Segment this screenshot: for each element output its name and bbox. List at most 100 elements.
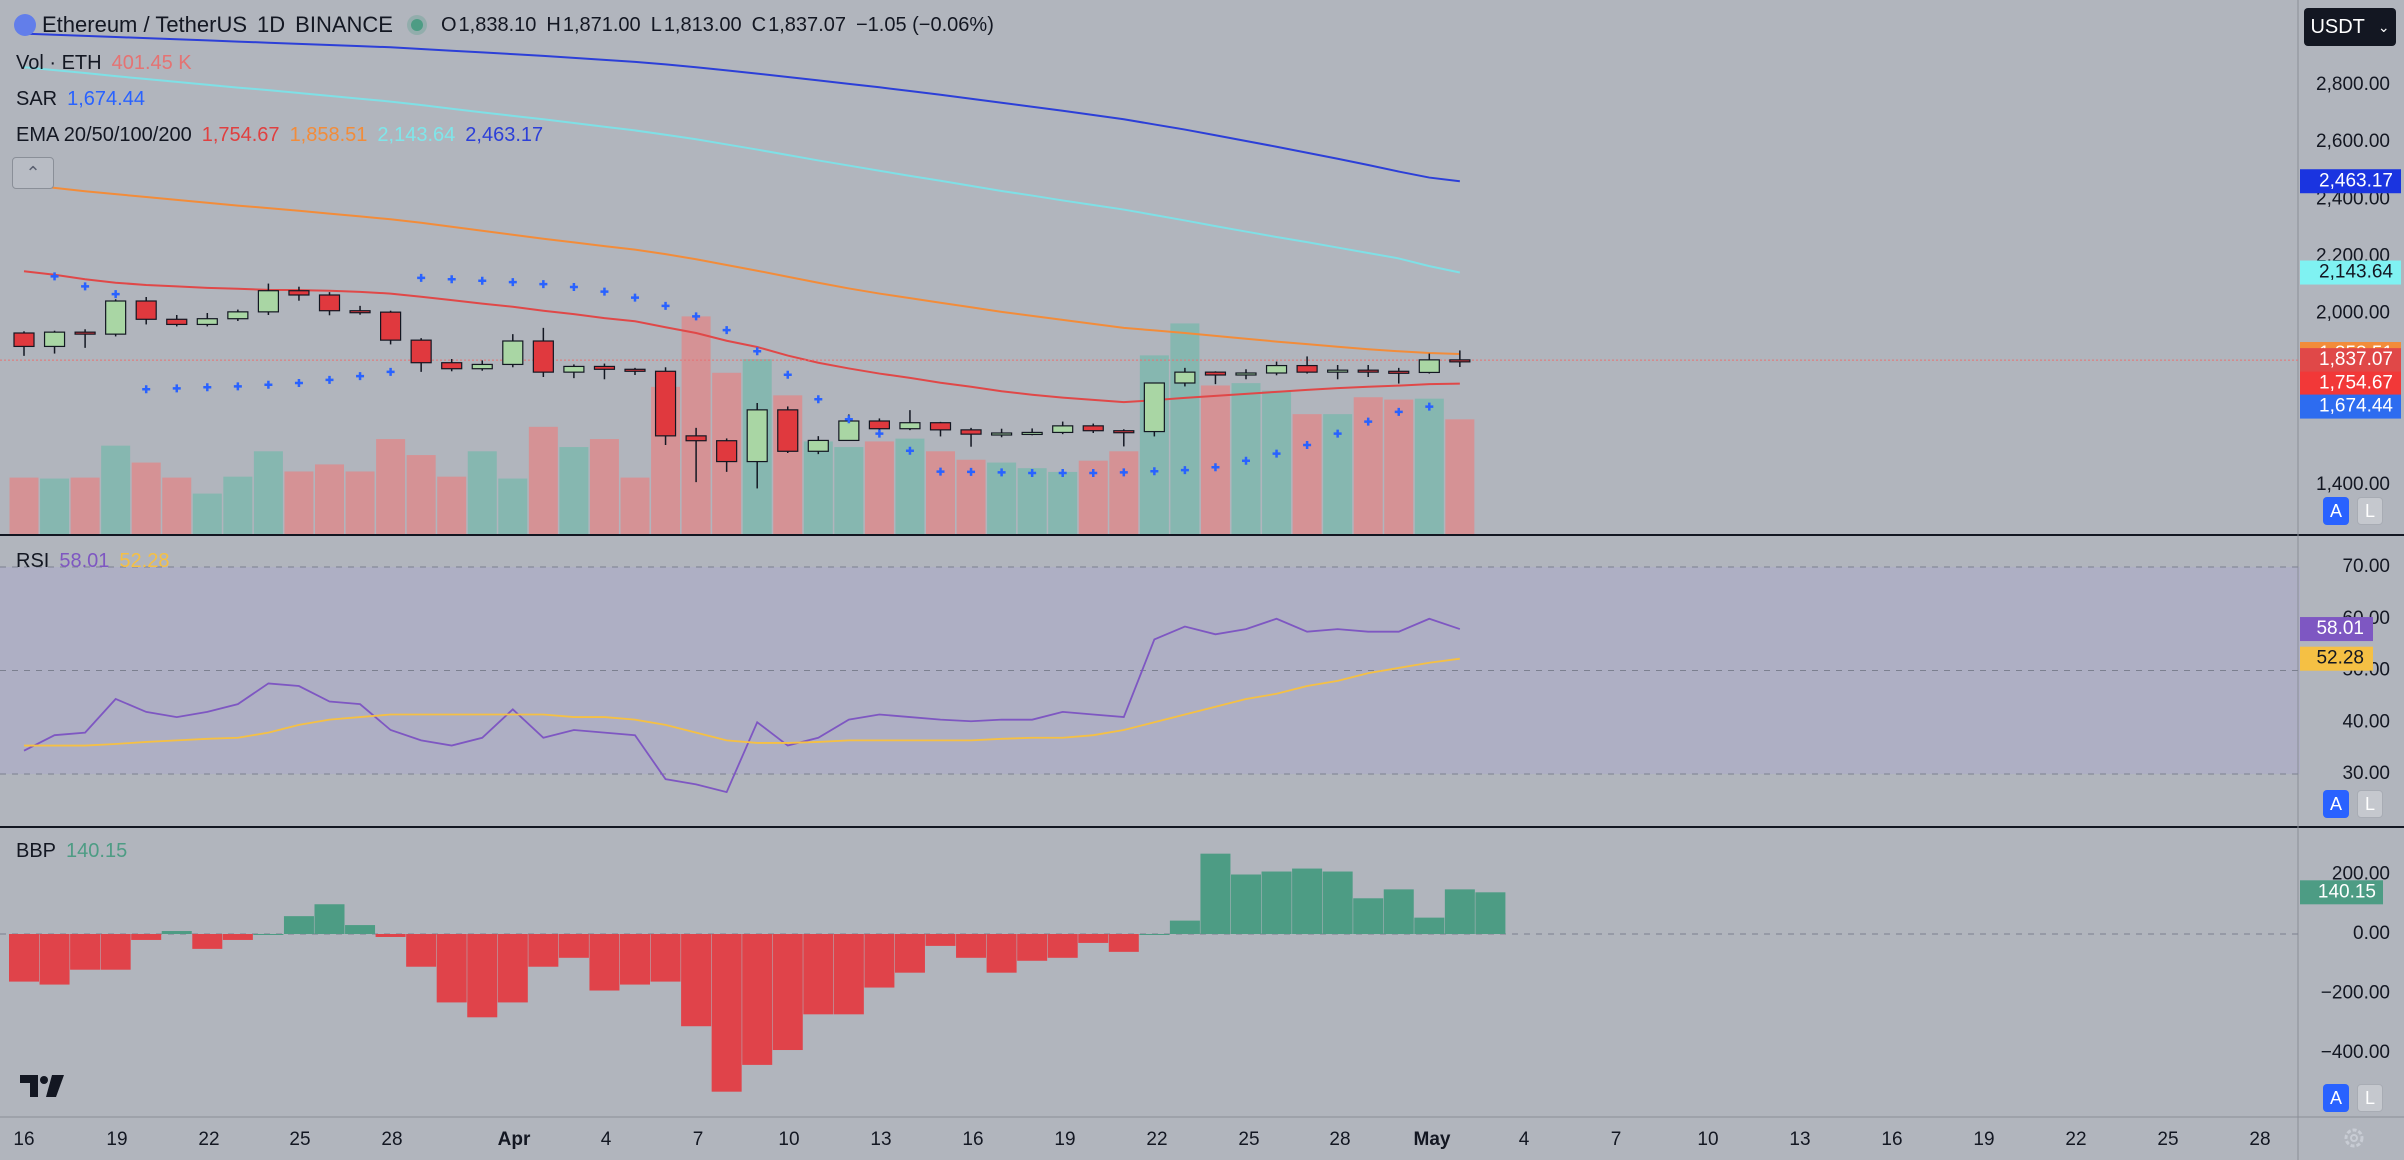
rsi-legend-value: 58.01 [59, 550, 110, 572]
collapse-legend-button[interactable]: ⌃ [12, 157, 54, 189]
volume-bar [101, 445, 131, 534]
rsi-log-scale-button[interactable]: L [2357, 790, 2383, 818]
bbp-axis-label: −200.00 [2321, 983, 2390, 1004]
bbp-badge [2300, 880, 2383, 905]
time-axis-label: 28 [2249, 1129, 2270, 1150]
volume-bar [834, 447, 864, 534]
volume-bar [131, 462, 161, 534]
sar-marker [1242, 456, 1250, 465]
bbp-bar [1292, 868, 1323, 934]
price-auto-scale-button[interactable]: A [2323, 497, 2349, 525]
candle-body [654, 370, 677, 437]
bbp-bar [864, 934, 895, 988]
candle-body [1265, 364, 1288, 374]
candle-body [288, 290, 310, 296]
bbp-bar [986, 934, 1017, 973]
settings-gear-icon[interactable] [2341, 1125, 2367, 1151]
bbp-bar [1383, 889, 1414, 934]
rsi-auto-scale-button[interactable]: A [2323, 790, 2349, 818]
time-axis-label: 19 [1054, 1129, 1075, 1150]
sar-marker [172, 384, 181, 393]
sar-marker [50, 272, 59, 281]
candle-body [807, 439, 829, 452]
bbp-legend[interactable]: BBP 140.15 [16, 840, 137, 863]
ohlc-low: L 1,813.00 [650, 13, 742, 36]
volume-bar [253, 451, 283, 534]
bbp-axis-label: 200.00 [2332, 864, 2390, 885]
sar-marker [600, 287, 609, 296]
ohlc-close: C 1,837.07 [751, 13, 846, 36]
bbp-auto-scale-button[interactable]: A [2323, 1084, 2349, 1112]
price-log-scale-button[interactable]: L [2357, 497, 2383, 525]
bbp-badge-text: 140.15 [2318, 881, 2376, 902]
candle-body [532, 340, 554, 373]
currency-select-button[interactable]: USDT ⌄ [2304, 8, 2396, 46]
rsi-badge [2300, 617, 2373, 642]
tradingview-logo-icon[interactable] [18, 1072, 70, 1100]
ema-legend[interactable]: EMA 20/50/100/200 1,754.67 1,858.51 2,14… [16, 124, 553, 147]
candle-body [685, 435, 707, 442]
bbp-bar [956, 934, 987, 958]
bbp-bar [314, 904, 345, 934]
bbp-bar [833, 934, 864, 1015]
price-axis-label: 2,000.00 [2316, 303, 2390, 324]
bbp-bar [1017, 934, 1048, 961]
sar-marker [1150, 467, 1159, 476]
interval-label[interactable]: 1D [257, 12, 286, 37]
bbp-legend-value: 140.15 [66, 840, 128, 862]
time-axis-label: 22 [2065, 1129, 2086, 1150]
price-badge [2300, 169, 2401, 194]
exchange-label: BINANCE [295, 12, 393, 37]
sar-marker [905, 446, 914, 455]
volume-bar [926, 451, 955, 534]
bbp-bar [222, 934, 253, 940]
sar-marker [997, 468, 1006, 477]
candle-body [1449, 359, 1471, 363]
volume-bar [1414, 398, 1444, 534]
volume-bar [864, 441, 894, 534]
volume-bar [315, 464, 344, 534]
volume-bar [498, 478, 528, 534]
candle-body [593, 365, 616, 370]
vol-legend[interactable]: Vol · ETH 401.45 K [16, 52, 202, 75]
bbp-bar [681, 934, 712, 1027]
sar-marker [1394, 407, 1403, 416]
sar-marker [722, 326, 731, 335]
sar-marker [142, 385, 151, 394]
sar-marker [783, 370, 792, 379]
candle-body [563, 365, 585, 373]
sar-marker [1089, 469, 1098, 477]
rsi-legend[interactable]: RSI 58.01 52.28 [16, 550, 179, 573]
volume-bar [467, 451, 497, 534]
bbp-log-scale-button[interactable]: L [2357, 1084, 2383, 1112]
ohlc-high: H 1,871.00 [546, 13, 641, 36]
symbol-name[interactable]: Ethereum / TetherUS [42, 12, 248, 37]
candle-body [1113, 430, 1135, 434]
volume-bar [1200, 385, 1230, 534]
candle-body [929, 422, 952, 431]
bbp-bar [650, 934, 681, 982]
candle-body [1204, 371, 1227, 376]
volume-bar [681, 316, 711, 534]
volume-bar [284, 471, 314, 534]
sar-marker [1058, 469, 1067, 477]
sar-marker [356, 372, 365, 381]
bbp-axis-label: 0.00 [2353, 923, 2390, 944]
bbp-bar [39, 934, 70, 985]
time-axis-label: 28 [381, 1129, 402, 1150]
candle-body [43, 331, 66, 348]
sar-marker [539, 280, 548, 289]
candle-body [441, 362, 463, 370]
sar-legend-value: 1,674.44 [67, 88, 145, 110]
sar-marker [569, 283, 578, 291]
bbp-bar [436, 934, 467, 1003]
candle-body [624, 368, 646, 372]
symbol-header[interactable]: Ethereum / TetherUS 1D BINANCE O 1,838.10… [14, 12, 1004, 38]
sar-marker [294, 379, 303, 387]
ema-legend-label: EMA 20/50/100/200 [16, 124, 192, 146]
vol-legend-value: 401.45 K [111, 52, 192, 74]
candle-body [1052, 425, 1074, 434]
sar-legend[interactable]: SAR 1,674.44 [16, 88, 155, 111]
sar-marker [692, 312, 701, 321]
